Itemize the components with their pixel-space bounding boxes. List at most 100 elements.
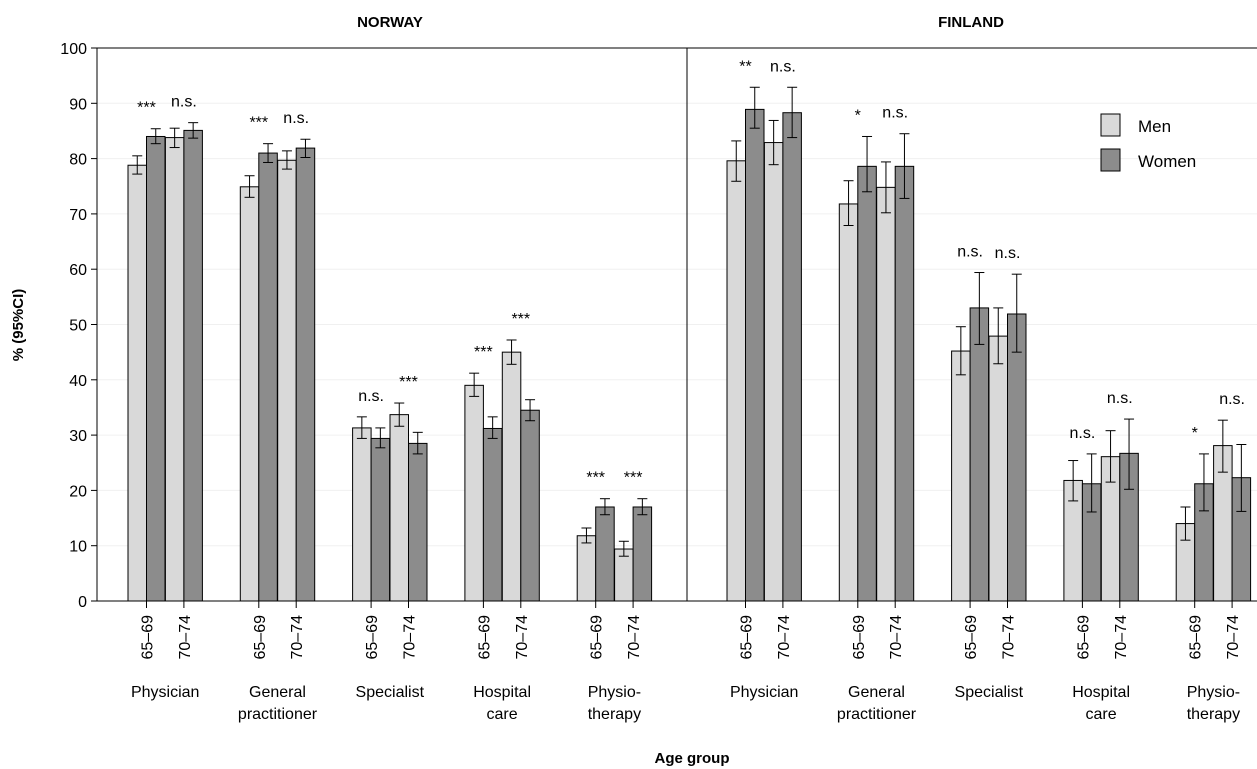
bar-men [951,350,971,602]
category-label: Physio- [588,684,641,701]
bar-women [894,165,915,602]
significance-label: * [855,107,861,124]
category-label: Physician [131,684,199,701]
significance-label: n.s. [1107,390,1133,407]
bar-women [482,427,503,602]
age-group-label: 65–69 [739,615,756,660]
panel-title-finland: FINLAND [938,14,1004,31]
bar-women [745,108,765,602]
significance-label: n.s. [882,105,908,122]
significance-label: n.s. [283,110,309,127]
age-group-label: 70–74 [1225,615,1242,660]
age-group-label: 65–69 [1188,615,1205,660]
category-label: Specialist [356,684,425,701]
bar-men [576,535,597,602]
y-tick-label: 80 [69,152,87,169]
y-tick-label: 60 [69,262,87,279]
y-tick-label: 30 [69,428,87,445]
panel-title-norway: NORWAY [357,14,423,31]
bar-men [726,160,746,602]
bar-men [614,548,634,602]
y-tick-label: 70 [69,207,87,224]
age-group-label: 70–74 [289,615,306,660]
category-label: care [1086,706,1117,723]
plot-area: 0102030405060708090100***65–69n.s.70–74P… [60,41,1257,723]
y-tick-label: 0 [78,594,87,611]
bar-men [988,335,1008,602]
y-tick-label: 90 [69,96,87,113]
bar-men [352,427,372,602]
bar-men [389,414,409,602]
significance-label: *** [511,311,530,328]
significance-label: *** [624,470,643,487]
significance-label: ** [739,58,751,75]
y-tick-label: 100 [60,41,87,58]
significance-label: *** [137,100,156,117]
significance-label: *** [249,115,268,132]
bar-men [239,186,260,602]
category-label: practitioner [837,706,917,723]
bar-men [763,142,784,602]
significance-label: *** [399,374,418,391]
category-label: therapy [1187,706,1240,723]
significance-label: *** [474,344,493,361]
y-tick-label: 20 [69,483,87,500]
age-group-label: 70–74 [776,615,793,660]
significance-label: n.s. [171,94,197,111]
age-group-label: 65–69 [1075,615,1092,660]
category-label: care [487,706,518,723]
legend-label: Women [1138,152,1196,171]
bar-women [520,409,540,602]
bar-men [127,164,147,602]
age-group-label: 65–69 [252,615,269,660]
age-group-label: 70–74 [514,615,531,660]
bar-women [183,129,203,602]
category-label: Physician [730,684,798,701]
age-group-label: 65–69 [364,615,381,660]
y-tick-label: 50 [69,318,87,335]
bar-men [277,159,297,602]
legend-label: Men [1138,117,1171,136]
category-label: therapy [588,706,641,723]
age-group-label: 65–69 [589,615,606,660]
category-label: General [249,684,306,701]
age-group-label: 70–74 [402,615,419,660]
y-tick-label: 40 [69,373,87,390]
bar-men [501,351,522,602]
significance-label: n.s. [1070,425,1096,442]
bar-women [857,165,877,602]
age-group-label: 70–74 [1001,615,1018,660]
age-group-label: 65–69 [476,615,493,660]
significance-label: n.s. [957,244,983,261]
significance-label: n.s. [1219,391,1245,408]
age-group-label: 70–74 [1113,615,1130,660]
bar-women [370,437,391,602]
category-label: Physio- [1187,684,1240,701]
bar-women [595,506,615,602]
significance-label: n.s. [770,58,796,75]
category-label: Specialist [955,684,1024,701]
age-group-label: 65–69 [140,615,157,660]
bar-women [969,307,990,602]
bar-men [876,186,896,602]
bar-women [295,147,316,602]
bar-men [838,203,859,602]
legend-swatch [1100,113,1121,137]
significance-label: * [1192,425,1198,442]
age-group-label: 70–74 [177,615,194,660]
bar-women [146,135,166,602]
y-tick-label: 10 [69,539,87,556]
category-label: practitioner [238,706,318,723]
category-label: Hospital [473,684,531,701]
age-group-label: 65–69 [851,615,868,660]
age-group-label: 70–74 [888,615,905,660]
category-label: General [848,684,905,701]
significance-label: *** [586,470,605,487]
bar-women [408,442,428,602]
age-group-label: 65–69 [963,615,980,660]
legend-swatch [1100,148,1121,172]
bar-women [258,152,278,602]
bar-men [164,137,185,602]
y-axis-title: % (95%CI) [10,289,27,362]
